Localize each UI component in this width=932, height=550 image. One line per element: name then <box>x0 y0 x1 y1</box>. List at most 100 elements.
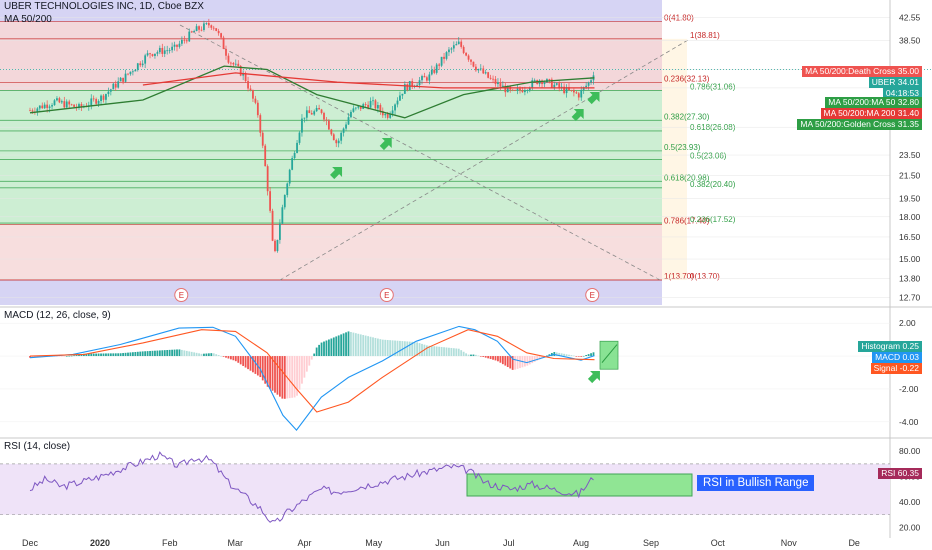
histogram-bar <box>190 351 193 357</box>
histogram-bar <box>144 351 147 357</box>
histogram-bar <box>514 356 516 370</box>
candle <box>315 108 318 112</box>
histogram-bar <box>222 356 225 357</box>
candle <box>506 86 509 93</box>
histogram-bar <box>408 341 411 357</box>
candle <box>347 117 350 125</box>
candle <box>178 43 181 47</box>
histogram-bar <box>225 356 227 358</box>
candle <box>252 90 254 99</box>
candle <box>166 50 169 52</box>
candle <box>538 80 541 84</box>
rsi-tick-label: 20.00 <box>899 522 921 532</box>
candle <box>129 71 132 75</box>
histogram-bar <box>340 334 343 357</box>
price-tick-label: 23.50 <box>899 150 921 160</box>
candle <box>560 86 563 88</box>
macd-tick-label: -4.00 <box>899 417 919 427</box>
candle <box>452 45 455 49</box>
candle <box>332 134 335 141</box>
candle <box>443 56 445 59</box>
candle <box>364 104 367 105</box>
histogram-bar <box>455 348 458 357</box>
histogram-bar <box>440 346 443 357</box>
candle <box>154 53 156 56</box>
candle <box>220 33 222 38</box>
histogram-bar <box>68 355 71 357</box>
candle <box>286 183 289 196</box>
candle <box>516 88 519 91</box>
time-tick-label: Mar <box>227 538 243 548</box>
histogram-bar <box>70 355 73 357</box>
histogram-bar <box>178 349 181 357</box>
candle <box>107 91 110 95</box>
signal-line <box>29 329 595 413</box>
rsi-annotation: RSI in Bullish Range <box>697 475 815 491</box>
histogram-bar <box>198 353 200 357</box>
time-tick-label: Jun <box>435 538 450 548</box>
histogram-bar <box>531 356 534 364</box>
histogram-bar <box>345 332 347 357</box>
histogram-bar <box>328 339 330 357</box>
price-tick-label: 38.50 <box>899 36 921 46</box>
candle <box>504 85 507 93</box>
candle <box>232 63 235 65</box>
histogram-bar <box>230 356 232 360</box>
candle <box>46 104 49 108</box>
candle <box>70 104 73 106</box>
price-tick-label: 21.50 <box>899 171 921 181</box>
histogram-bar <box>560 353 563 357</box>
candle <box>403 84 406 94</box>
histogram-bar <box>538 356 541 360</box>
candle <box>325 119 328 121</box>
histogram-bar <box>325 340 328 357</box>
histogram-bar <box>565 354 568 357</box>
price-tag: 04:18:53 <box>882 88 922 99</box>
histogram-bar <box>494 356 497 361</box>
candle <box>281 207 284 224</box>
candle <box>136 63 139 70</box>
candle <box>585 85 588 88</box>
candle <box>369 100 372 108</box>
candle <box>477 69 480 71</box>
histogram-bar <box>264 356 267 384</box>
candle <box>73 104 75 107</box>
histogram-bar <box>105 353 107 357</box>
histogram-bar <box>136 351 139 357</box>
histogram-bar <box>357 333 360 357</box>
histogram-bar <box>379 339 382 357</box>
histogram-bar <box>247 356 249 370</box>
fib-level-label: 0.5(23.06) <box>690 151 727 160</box>
histogram-bar <box>452 348 455 357</box>
candle <box>176 44 178 47</box>
histogram-bar <box>127 352 129 357</box>
histogram-bar <box>499 356 502 363</box>
candle <box>38 105 41 109</box>
candle <box>550 79 553 88</box>
candle <box>132 71 134 73</box>
histogram-bar <box>359 334 362 357</box>
candle <box>421 76 423 81</box>
histogram-bar <box>374 337 377 357</box>
histogram-bar <box>315 347 318 357</box>
candle <box>43 104 46 109</box>
time-tick-label: Apr <box>297 538 311 548</box>
candle <box>354 107 357 109</box>
macd-tick-label: -2.00 <box>899 384 919 394</box>
histogram-bar <box>193 352 196 357</box>
candle <box>291 158 294 170</box>
histogram-bar <box>585 355 588 357</box>
histogram-bar <box>310 356 313 360</box>
candle <box>386 114 389 118</box>
candle <box>254 98 257 103</box>
histogram-bar <box>261 356 264 381</box>
candle <box>337 140 340 144</box>
histogram-bar <box>418 343 421 357</box>
earnings-marker-label: E <box>179 291 184 300</box>
candle <box>181 39 183 44</box>
candle <box>134 69 137 72</box>
histogram-bar <box>472 354 475 357</box>
rsi-tick-label: 40.00 <box>899 497 921 507</box>
price-tick-label: 15.00 <box>899 254 921 264</box>
candle <box>122 77 124 82</box>
